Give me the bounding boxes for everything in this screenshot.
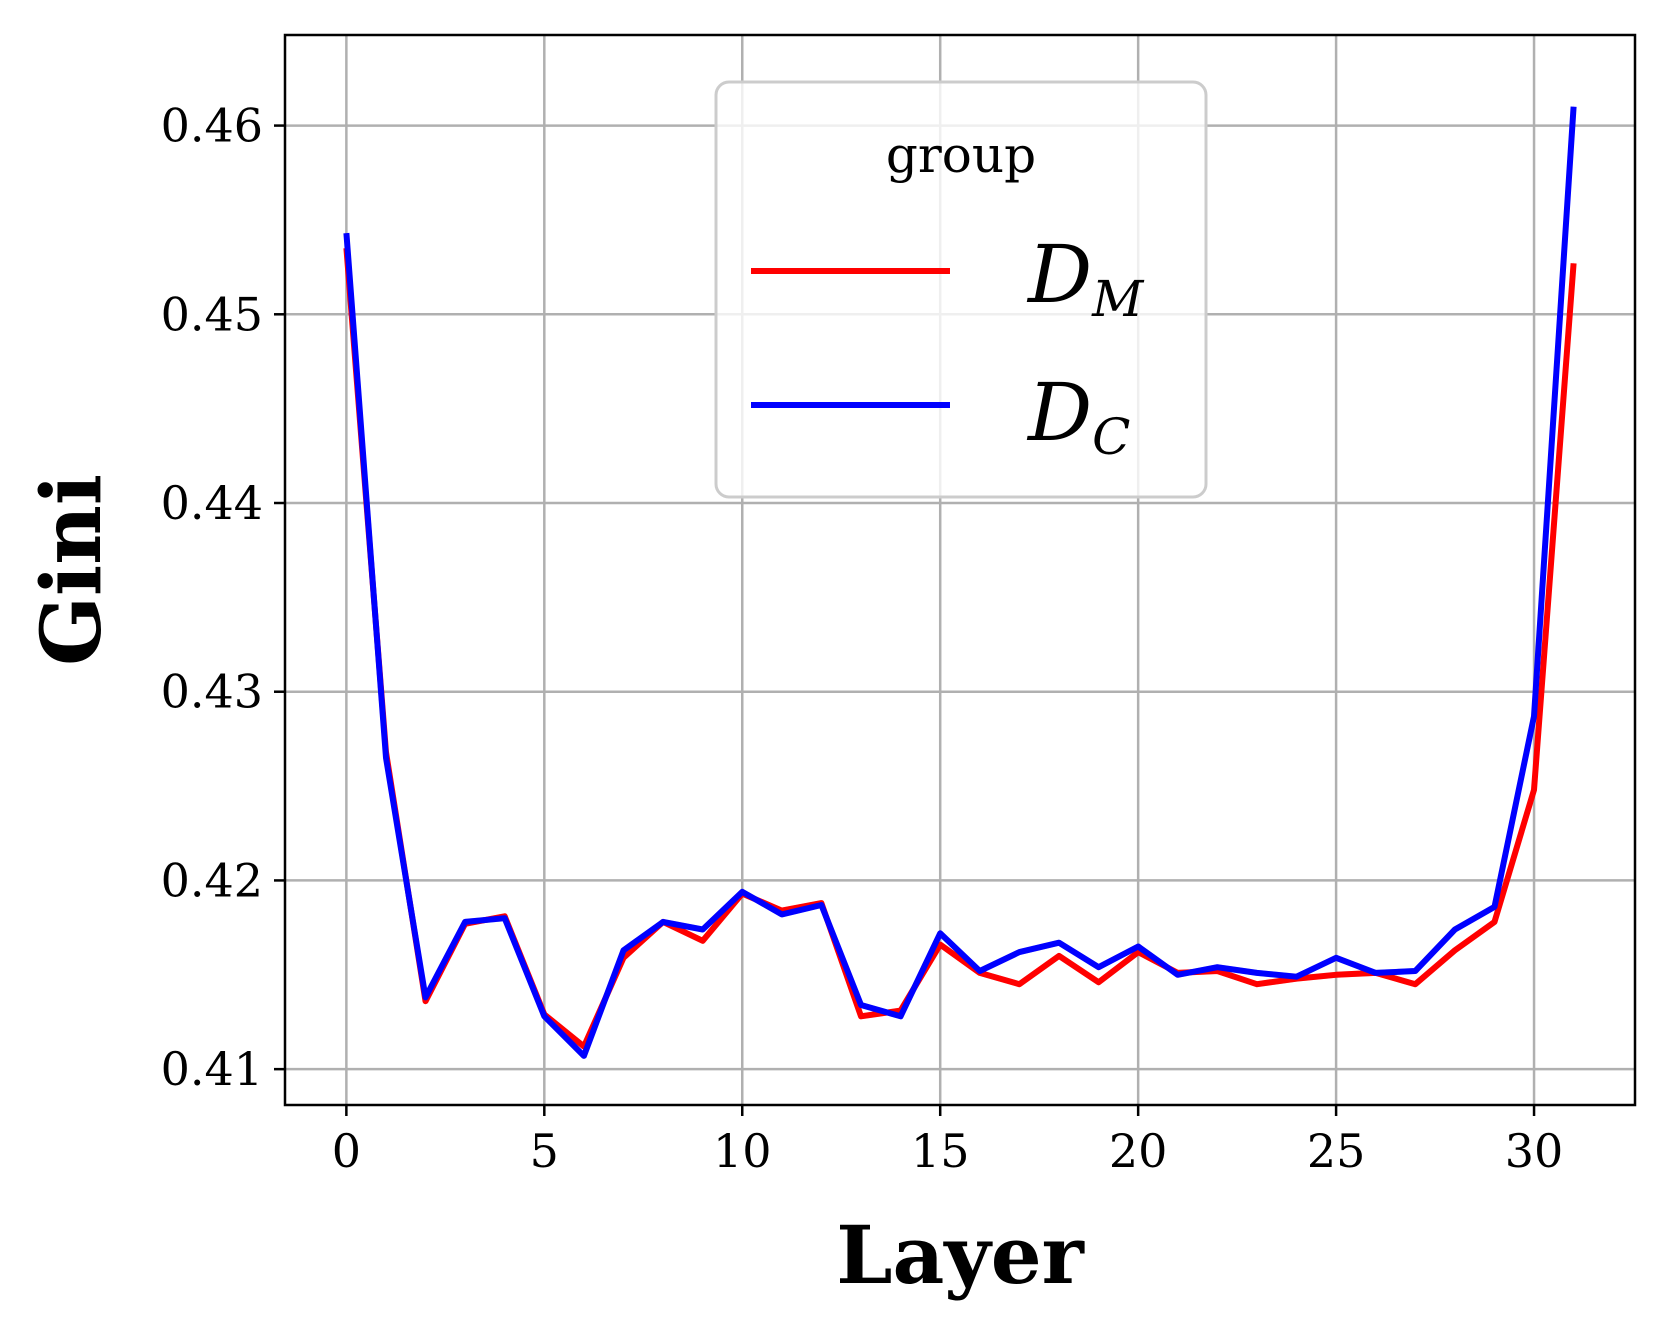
x-tick-label: 0 <box>332 1124 361 1178</box>
legend-label-dm-sub: M <box>1091 270 1145 328</box>
legend-title: group <box>886 126 1036 184</box>
x-tick-label: 15 <box>911 1124 970 1178</box>
legend-label-dc-sub: C <box>1092 408 1130 466</box>
series-lines <box>343 106 1577 1059</box>
x-tick-label: 5 <box>530 1124 559 1178</box>
legend-box <box>714 80 1208 499</box>
y-tick-label: 0.44 <box>161 476 263 530</box>
axis-ticks: 0 5 10 15 20 25 30 0.41 0.42 0.43 0.44 0.45 0.46 <box>161 99 1564 1178</box>
y-tick-label: 0.43 <box>161 665 263 719</box>
legend-label-dm: DM <box>1026 228 1145 328</box>
legend-label-dm-main: D <box>1026 228 1092 321</box>
legend: group DM DC <box>714 80 1208 499</box>
x-tick-label: 25 <box>1307 1124 1366 1178</box>
x-tick-label: 20 <box>1109 1124 1168 1178</box>
y-tick-label: 0.46 <box>161 99 263 153</box>
y-tick-label: 0.41 <box>161 1042 263 1096</box>
y-axis-title: Gini <box>24 474 120 666</box>
x-tick-label: 10 <box>713 1124 772 1178</box>
legend-label-dc-main: D <box>1026 366 1092 459</box>
series-line-d-c <box>343 106 1577 1059</box>
y-tick-label: 0.42 <box>161 853 263 907</box>
x-tick-label: 30 <box>1505 1124 1564 1178</box>
plot-frame <box>283 33 1637 1107</box>
legend-label-dc: DC <box>1026 366 1130 466</box>
y-tick-label: 0.45 <box>161 287 263 341</box>
x-axis-title: Layer <box>836 1208 1084 1302</box>
